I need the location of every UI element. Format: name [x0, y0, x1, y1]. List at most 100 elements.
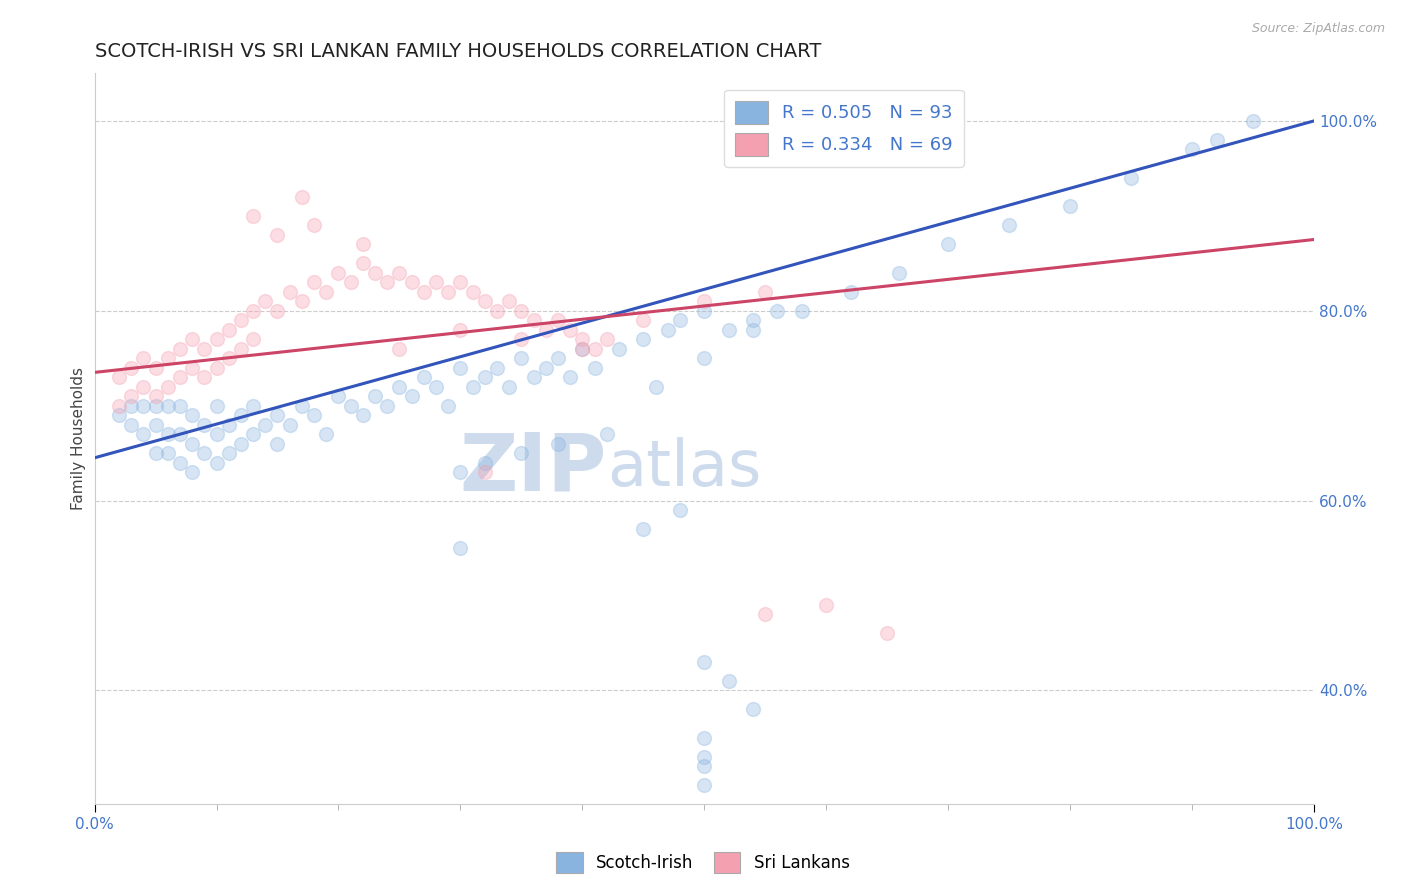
Point — [425, 379, 447, 393]
Point — [169, 456, 191, 470]
Point — [510, 303, 533, 318]
Point — [1121, 170, 1143, 185]
Point — [717, 323, 740, 337]
Point — [1205, 133, 1227, 147]
Text: atlas: atlas — [607, 437, 761, 499]
Point — [839, 285, 862, 299]
Point — [145, 399, 167, 413]
Point — [108, 399, 131, 413]
Point — [120, 360, 142, 375]
Point — [498, 379, 520, 393]
Y-axis label: Family Households: Family Households — [72, 368, 86, 510]
Point — [352, 256, 374, 270]
Point — [156, 427, 179, 442]
Point — [205, 332, 228, 346]
Point — [291, 190, 314, 204]
Text: SCOTCH-IRISH VS SRI LANKAN FAMILY HOUSEHOLDS CORRELATION CHART: SCOTCH-IRISH VS SRI LANKAN FAMILY HOUSEH… — [94, 42, 821, 61]
Point — [449, 541, 471, 555]
Point — [132, 399, 155, 413]
Point — [717, 673, 740, 688]
Point — [254, 294, 277, 309]
Point — [108, 408, 131, 422]
Point — [145, 360, 167, 375]
Point — [145, 446, 167, 460]
Point — [693, 303, 716, 318]
Point — [388, 379, 411, 393]
Point — [218, 351, 240, 366]
Point — [242, 399, 264, 413]
Point — [474, 465, 496, 479]
Point — [534, 360, 557, 375]
Point — [218, 446, 240, 460]
Point — [596, 332, 619, 346]
Point — [193, 417, 215, 432]
Point — [547, 351, 569, 366]
Point — [560, 370, 582, 384]
Point — [534, 323, 557, 337]
Point — [547, 313, 569, 327]
Point — [229, 436, 252, 450]
Point — [401, 275, 423, 289]
Point — [485, 303, 508, 318]
Point — [412, 370, 434, 384]
Point — [108, 370, 131, 384]
Point — [607, 342, 630, 356]
Point — [291, 399, 314, 413]
Point — [815, 598, 838, 612]
Point — [936, 237, 959, 252]
Point — [352, 237, 374, 252]
Point — [693, 778, 716, 792]
Point — [742, 702, 765, 716]
Point — [291, 294, 314, 309]
Legend: R = 0.505   N = 93, R = 0.334   N = 69: R = 0.505 N = 93, R = 0.334 N = 69 — [724, 90, 963, 167]
Point — [193, 446, 215, 460]
Point — [242, 332, 264, 346]
Point — [278, 285, 301, 299]
Point — [364, 389, 387, 403]
Point — [388, 342, 411, 356]
Point — [169, 427, 191, 442]
Point — [754, 285, 776, 299]
Point — [474, 294, 496, 309]
Point — [242, 209, 264, 223]
Point — [352, 408, 374, 422]
Point — [449, 323, 471, 337]
Point — [693, 759, 716, 773]
Point — [266, 408, 288, 422]
Point — [375, 399, 398, 413]
Point — [644, 379, 666, 393]
Point — [205, 456, 228, 470]
Point — [571, 342, 593, 356]
Point — [693, 655, 716, 669]
Point — [145, 417, 167, 432]
Point — [339, 399, 361, 413]
Point — [302, 219, 325, 233]
Point — [156, 399, 179, 413]
Point — [571, 342, 593, 356]
Point — [547, 436, 569, 450]
Point — [132, 351, 155, 366]
Point — [669, 313, 692, 327]
Point — [889, 266, 911, 280]
Text: Source: ZipAtlas.com: Source: ZipAtlas.com — [1251, 22, 1385, 36]
Point — [328, 389, 350, 403]
Point — [510, 351, 533, 366]
Point — [498, 294, 520, 309]
Point — [388, 266, 411, 280]
Point — [193, 370, 215, 384]
Point — [401, 389, 423, 403]
Point — [169, 342, 191, 356]
Point — [193, 342, 215, 356]
Point — [633, 332, 655, 346]
Point — [425, 275, 447, 289]
Point — [169, 399, 191, 413]
Point — [218, 417, 240, 432]
Point — [461, 285, 484, 299]
Point — [1059, 199, 1081, 213]
Point — [742, 313, 765, 327]
Point — [693, 749, 716, 764]
Point — [266, 227, 288, 242]
Point — [266, 303, 288, 318]
Point — [120, 399, 142, 413]
Point — [181, 332, 204, 346]
